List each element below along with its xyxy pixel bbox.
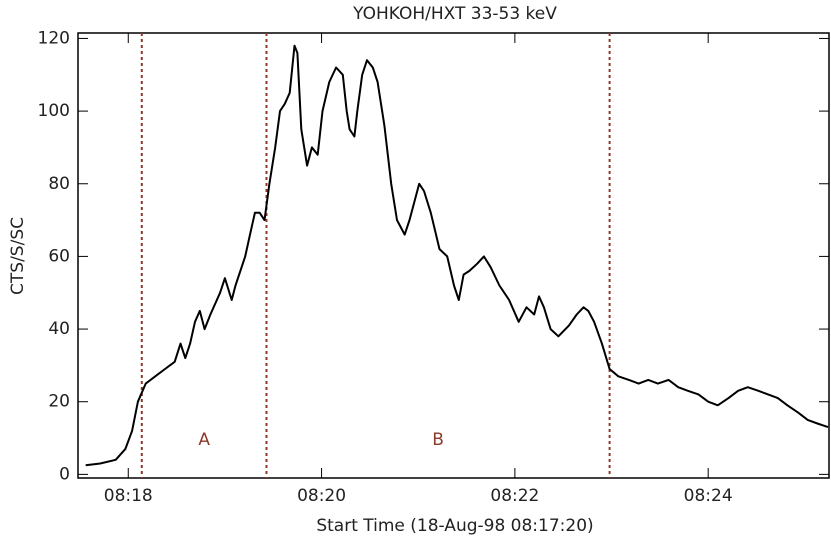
- x-tick-label: 08:24: [684, 486, 733, 506]
- y-tick-label: 120: [38, 28, 70, 48]
- y-tick-label: 60: [48, 246, 70, 266]
- y-axis-label: CTS/S/SC: [8, 217, 28, 295]
- x-axis-label: Start Time (18-Aug-98 08:17:20): [316, 516, 593, 536]
- y-tick-label: 100: [38, 101, 70, 121]
- y-tick-label: 40: [48, 319, 70, 339]
- data-line: [85, 44, 829, 467]
- x-tick-label: 08:22: [490, 486, 539, 506]
- y-tick-label: 80: [48, 174, 70, 194]
- y-tick-label: 0: [59, 464, 70, 484]
- chart-title: YOHKOH/HXT 33-53 keV: [352, 4, 557, 24]
- interval-label: B: [432, 430, 444, 450]
- y-tick-label: 20: [48, 392, 70, 412]
- plot-frame: [77, 32, 830, 479]
- interval-label: A: [198, 430, 210, 450]
- x-tick-label: 08:18: [104, 486, 153, 506]
- x-tick-label: 08:20: [297, 486, 346, 506]
